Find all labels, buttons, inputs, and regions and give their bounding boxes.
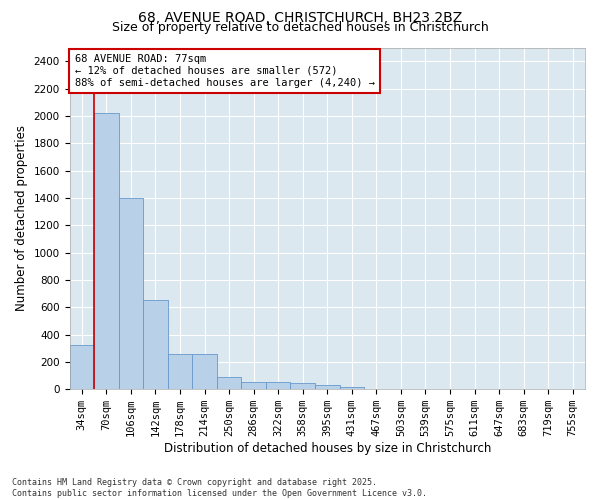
Text: Size of property relative to detached houses in Christchurch: Size of property relative to detached ho… <box>112 21 488 34</box>
Text: 68, AVENUE ROAD, CHRISTCHURCH, BH23 2BZ: 68, AVENUE ROAD, CHRISTCHURCH, BH23 2BZ <box>138 11 462 25</box>
Bar <box>266 382 290 389</box>
Bar <box>364 388 389 389</box>
Bar <box>340 387 364 389</box>
Bar <box>290 383 315 389</box>
Bar <box>217 377 241 389</box>
Bar <box>119 198 143 389</box>
Text: Contains HM Land Registry data © Crown copyright and database right 2025.
Contai: Contains HM Land Registry data © Crown c… <box>12 478 427 498</box>
Bar <box>241 382 266 389</box>
Bar <box>168 354 192 389</box>
Bar <box>192 354 217 389</box>
Bar <box>94 113 119 389</box>
Bar <box>315 385 340 389</box>
Bar <box>143 300 168 389</box>
Y-axis label: Number of detached properties: Number of detached properties <box>15 126 28 312</box>
X-axis label: Distribution of detached houses by size in Christchurch: Distribution of detached houses by size … <box>164 442 491 455</box>
Bar <box>70 346 94 389</box>
Text: 68 AVENUE ROAD: 77sqm
← 12% of detached houses are smaller (572)
88% of semi-det: 68 AVENUE ROAD: 77sqm ← 12% of detached … <box>74 54 374 88</box>
